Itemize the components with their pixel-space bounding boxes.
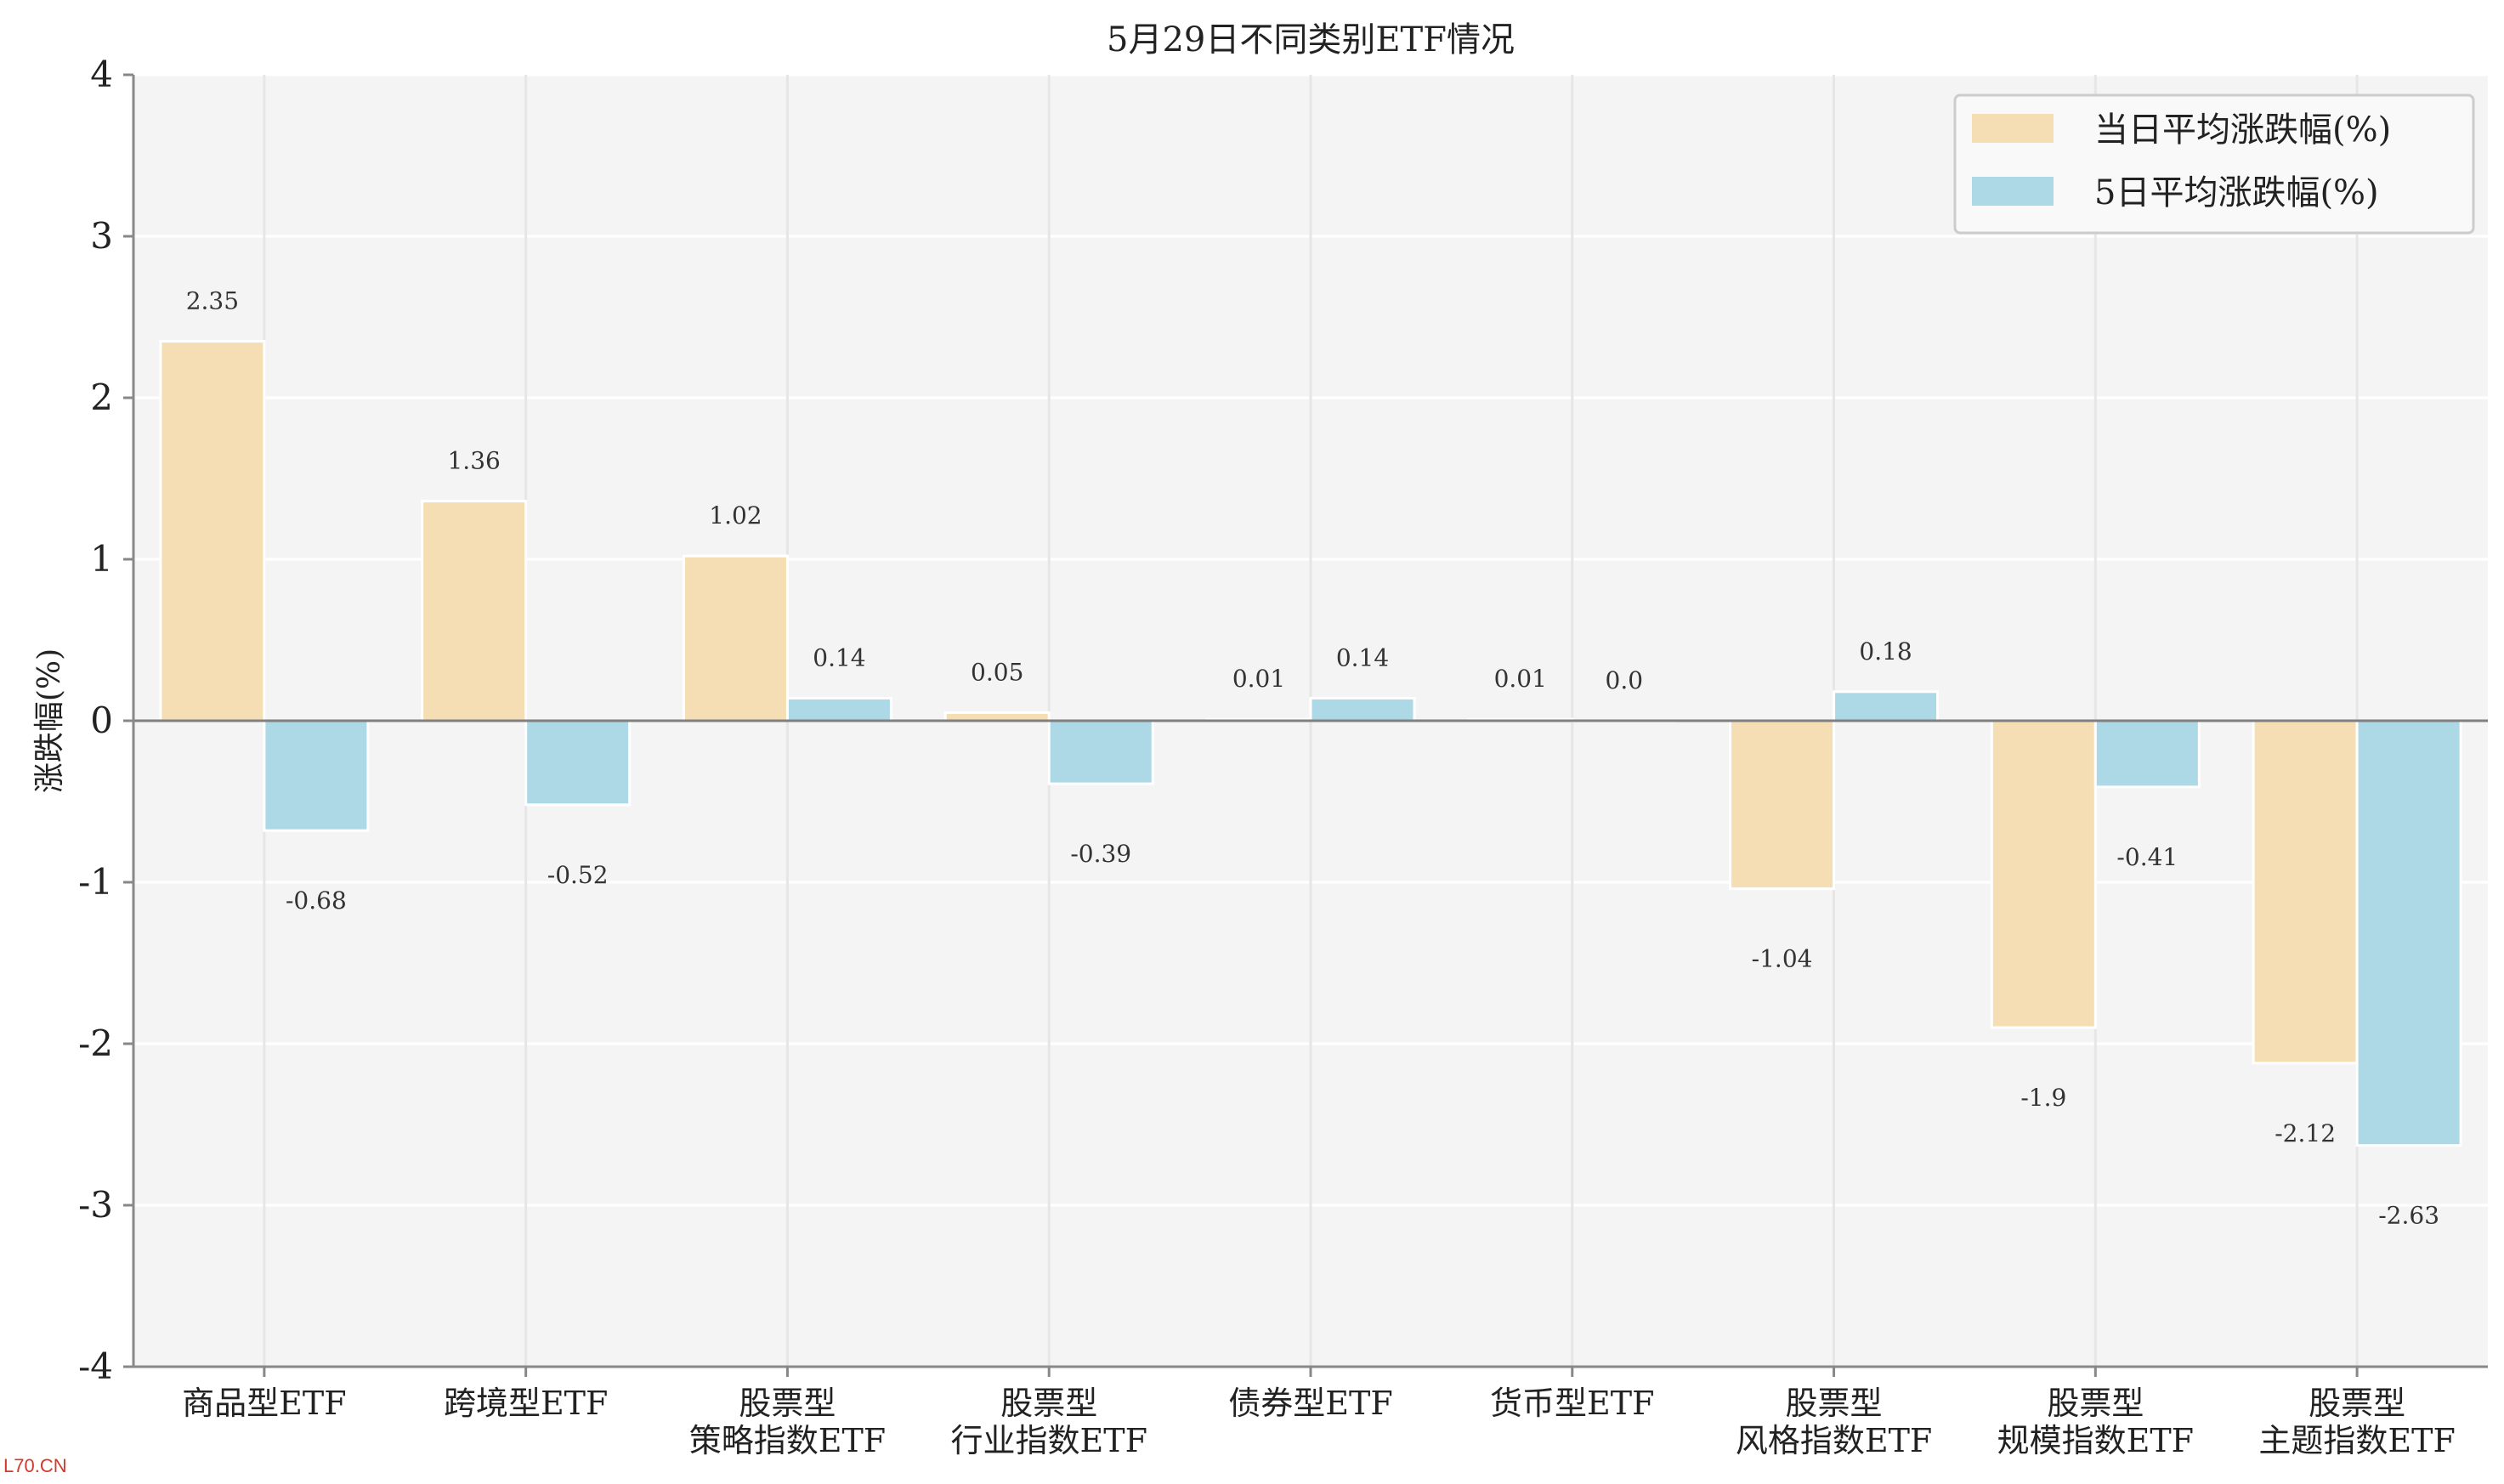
data-label-series2-2: -0.52 (547, 861, 609, 889)
x-tick-label: 风格指数ETF (1736, 1422, 1932, 1459)
y-tick-label: 0 (90, 700, 113, 741)
y-tick-label: 3 (90, 215, 113, 257)
data-label-series1-9: -2.12 (2275, 1119, 2336, 1147)
bar-series1-2 (421, 500, 528, 722)
data-label-series1-3: 1.02 (709, 501, 762, 530)
x-tick-label: 货币型ETF (1490, 1385, 1654, 1422)
data-label-series2-1: -0.68 (286, 886, 347, 915)
chart-title: 5月29日不同类别ETF情况 (1107, 20, 1515, 59)
data-label-series1-1: 2.35 (186, 287, 239, 315)
x-tick-label: 主题指数ETF (2258, 1422, 2455, 1459)
y-tick-label: 4 (90, 54, 113, 95)
x-tick-label: 跨境型ETF (444, 1385, 608, 1422)
bar-series1-8 (1990, 719, 2097, 1029)
x-tick-label: 股票型 (2309, 1385, 2405, 1422)
x-tick-label: 股票型 (739, 1385, 836, 1422)
legend-box (1953, 93, 2475, 235)
bar-series1-3 (682, 554, 789, 722)
bar-series1-1 (159, 340, 266, 722)
bar-series2-9 (2355, 719, 2462, 1147)
watermark: L70.CN (3, 1455, 67, 1476)
bar-series2-2 (524, 719, 632, 807)
x-tick-label: 规模指数ETF (1997, 1422, 2194, 1459)
legend-swatch-5day (1972, 177, 2054, 206)
bar-series1-7 (1729, 719, 1836, 891)
x-tick-label: 股票型 (1786, 1385, 1883, 1422)
x-tick-label: 商品型ETF (182, 1385, 346, 1422)
x-tick-label: 行业指数ETF (950, 1422, 1147, 1459)
x-tick-label: 策略指数ETF (689, 1422, 886, 1459)
bar-series1-9 (2252, 719, 2359, 1065)
y-tick-label: -1 (78, 861, 113, 903)
data-label-series2-7: 0.18 (1859, 637, 1912, 666)
data-label-series2-9: -2.63 (2378, 1202, 2439, 1230)
y-tick-label: 2 (90, 377, 113, 418)
data-label-series2-8: -0.41 (2116, 843, 2178, 871)
legend: 当日平均涨跌幅(%) 5日平均涨跌幅(%) (1953, 93, 2475, 235)
y-tick-label: -4 (78, 1345, 113, 1387)
data-label-series1-7: -1.04 (1752, 945, 1813, 973)
data-label-series1-6: 0.01 (1494, 665, 1547, 693)
bars (159, 340, 2462, 1147)
y-tick-label: -3 (78, 1184, 113, 1226)
data-label-series2-3: 0.14 (813, 643, 865, 671)
data-label-series2-4: -0.39 (1070, 840, 1131, 868)
bar-series2-8 (2093, 719, 2201, 789)
y-ticks: 4 3 2 1 0 -1 -2 -3 -4 (78, 54, 133, 1387)
legend-swatch-today (1972, 114, 2054, 143)
x-tick-label: 股票型 (1000, 1385, 1097, 1422)
y-axis-label: 涨跌幅(%) (32, 649, 67, 793)
value-labels: 2.35 1.36 1.02 0.05 0.01 0.01 -1.04 -1.9 -2.12 -0… (186, 287, 2439, 1230)
data-label-series1-5: 0.01 (1232, 665, 1285, 693)
bar-series2-1 (263, 719, 370, 832)
bar-series2-4 (1047, 719, 1154, 785)
data-label-series1-2: 1.36 (447, 447, 500, 475)
data-label-series2-5: 0.14 (1336, 643, 1389, 671)
data-label-series2-6: 0.0 (1606, 666, 1644, 694)
y-tick-label: 1 (90, 538, 113, 580)
data-label-series1-8: -1.9 (2020, 1084, 2066, 1112)
legend-label-today: 当日平均涨跌幅(%) (2094, 110, 2391, 150)
legend-label-5day: 5日平均涨跌幅(%) (2094, 173, 2379, 212)
bar-series2-7 (1833, 690, 1940, 722)
data-label-series1-4: 0.05 (971, 659, 1023, 687)
bar-series2-5 (1309, 696, 1416, 722)
bar-series2-3 (785, 696, 892, 722)
y-tick-label: -2 (78, 1022, 113, 1064)
x-tick-label: 股票型 (2047, 1385, 2144, 1422)
x-tick-label: 债券型ETF (1228, 1385, 1392, 1422)
